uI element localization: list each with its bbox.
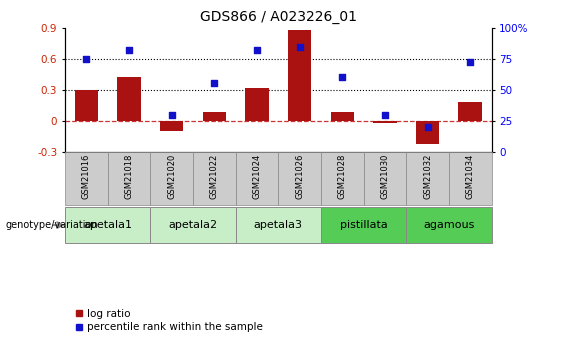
Bar (245, 88, 269, 121)
Bar (406, 207, 492, 243)
Point (466, 60, 475, 65)
Bar (364, 152, 406, 205)
Text: GSM21016: GSM21016 (82, 154, 91, 199)
Text: GSM21020: GSM21020 (167, 154, 176, 199)
Bar (321, 207, 406, 243)
Point (338, 75, 347, 80)
Text: GDS866 / A023226_01: GDS866 / A023226_01 (200, 10, 357, 24)
Bar (160, 121, 184, 131)
Text: GSM21022: GSM21022 (210, 154, 219, 199)
Bar (236, 152, 278, 205)
Bar (150, 207, 236, 243)
Bar (107, 152, 150, 205)
Point (423, 124, 432, 130)
Point (82, 56, 91, 61)
Bar (65, 152, 107, 205)
Text: GSM21018: GSM21018 (124, 154, 133, 199)
Bar (416, 121, 440, 144)
Bar (331, 112, 354, 121)
Point (210, 81, 219, 86)
Point (295, 45, 304, 50)
Text: GSM21024: GSM21024 (253, 154, 262, 199)
Point (124, 47, 133, 53)
Bar (406, 152, 449, 205)
Text: apetala3: apetala3 (254, 220, 303, 230)
Text: GSM21026: GSM21026 (295, 154, 304, 199)
Bar (202, 112, 226, 121)
Point (167, 112, 176, 117)
Text: GSM21034: GSM21034 (466, 154, 475, 199)
Legend: log ratio, percentile rank within the sample: log ratio, percentile rank within the sa… (70, 305, 267, 336)
Bar (65, 207, 150, 243)
Bar (373, 121, 397, 123)
Text: pistillata: pistillata (340, 220, 388, 230)
Text: apetala2: apetala2 (168, 220, 218, 230)
Bar (150, 152, 193, 205)
Bar (75, 90, 98, 121)
Bar (321, 152, 364, 205)
Bar (193, 152, 236, 205)
Text: genotype/variation: genotype/variation (6, 220, 98, 230)
Text: GSM21030: GSM21030 (380, 154, 389, 199)
Bar (458, 102, 482, 121)
Bar (236, 207, 321, 243)
Text: agamous: agamous (423, 220, 475, 230)
Point (380, 112, 389, 117)
Bar (279, 152, 321, 205)
Text: GSM21032: GSM21032 (423, 154, 432, 199)
Bar (449, 152, 492, 205)
Text: GSM21028: GSM21028 (338, 154, 347, 199)
Bar (117, 77, 141, 121)
Bar (288, 30, 311, 121)
Point (253, 47, 262, 53)
Text: apetala1: apetala1 (83, 220, 132, 230)
